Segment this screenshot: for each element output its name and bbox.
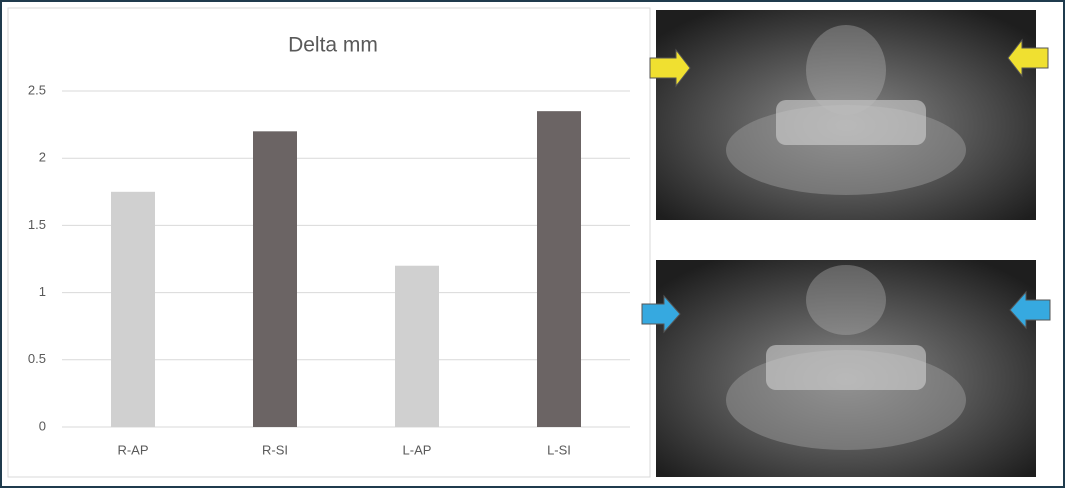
x-tick-label: R-SI — [262, 442, 288, 457]
x-tick-label: L-AP — [403, 442, 432, 457]
y-tick-label: 2.5 — [28, 82, 46, 97]
y-tick-label: 0 — [39, 418, 46, 433]
y-tick-label: 0.5 — [28, 351, 46, 366]
bar — [253, 131, 297, 427]
chart-title: Delta mm — [288, 34, 378, 57]
xray-bottom — [641, 260, 1051, 477]
bar — [395, 265, 439, 427]
y-tick-label: 1 — [39, 284, 46, 299]
bar — [111, 191, 155, 427]
y-tick-label: 2 — [39, 150, 46, 165]
xray-top — [649, 10, 1049, 220]
y-tick-label: 1.5 — [28, 217, 46, 232]
x-tick-label: R-AP — [117, 442, 148, 457]
x-tick-label: L-SI — [547, 442, 571, 457]
bar — [537, 111, 581, 427]
